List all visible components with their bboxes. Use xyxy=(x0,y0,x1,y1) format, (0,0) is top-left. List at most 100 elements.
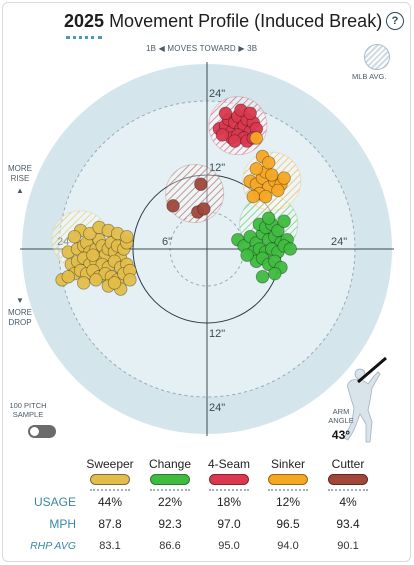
rhp-avg-sweeper: 83.1 xyxy=(99,540,121,552)
pitch-point-sweeper xyxy=(120,229,134,244)
rhp-avg-cutter: 90.1 xyxy=(337,540,359,552)
pitch-point-sinker xyxy=(246,189,260,204)
pitch-point-sweeper xyxy=(123,273,137,287)
direction-label: 1B ◀ MOVES TOWARD ▶ 3B xyxy=(146,44,257,53)
pitch-point-change xyxy=(255,270,270,284)
pitch-point-sinker xyxy=(277,171,291,185)
sweeper-swatch xyxy=(90,474,130,485)
usage-sweeper: 44% xyxy=(97,495,123,509)
pitch-point-cutter xyxy=(197,202,211,216)
pitch-point-change xyxy=(283,242,297,256)
tick-label-bottom-24: 24" xyxy=(209,402,225,414)
usage-sinker: 12% xyxy=(275,495,301,509)
sample-line1: 100 PITCH xyxy=(9,401,47,410)
title-underline xyxy=(66,36,102,39)
more-drop-label: ▼ MORE DROP xyxy=(8,296,32,328)
pitch-point-sinker xyxy=(271,183,285,198)
pitch-point-sinker xyxy=(265,168,279,182)
row-label-usage: USAGE xyxy=(33,495,76,509)
row-label-mph: MPH xyxy=(49,517,76,531)
pitch-header-sinker: Sinker xyxy=(270,457,305,471)
mph-sinker: 96.5 xyxy=(276,517,300,531)
usage-4seam: 18% xyxy=(216,495,242,509)
title-text: Movement Profile (Induced Break) xyxy=(109,11,383,31)
cutter-swatch xyxy=(328,474,368,485)
arm-angle-line1: ARM xyxy=(332,407,350,416)
arm-angle-label: ARM ANGLE xyxy=(326,407,356,425)
more-rise-line2: RISE xyxy=(10,174,30,183)
pitch-point-sweeper xyxy=(61,270,75,284)
direction-right: 3B xyxy=(247,44,258,53)
pitch-point-sweeper xyxy=(89,273,103,287)
tick-label-top-12: 12" xyxy=(209,162,225,174)
tick-label-bottom-12: 12" xyxy=(209,328,225,340)
pitch-point-sinker xyxy=(249,131,264,145)
pitch-point-cutter xyxy=(194,177,208,191)
arrow-down-icon: ▼ xyxy=(16,296,24,305)
title-year: 2025 xyxy=(64,11,105,31)
cutter-underline xyxy=(328,489,368,491)
pitch-point-sinker xyxy=(249,162,264,176)
help-icon[interactable]: ? xyxy=(386,12,404,30)
pitch-point-sweeper xyxy=(86,248,100,262)
change-underline xyxy=(150,489,190,491)
pitch-point-change xyxy=(240,248,254,262)
usage-change: 22% xyxy=(157,495,183,509)
mph-4seam: 97.0 xyxy=(217,517,241,531)
arrow-right-icon: ▶ xyxy=(238,44,245,53)
tick-label-left-6: 6" xyxy=(162,236,172,248)
arm-angle-line2: ANGLE xyxy=(328,416,354,425)
mph-sweeper: 87.8 xyxy=(98,517,122,531)
tick-label-top-24: 24" xyxy=(209,88,225,100)
more-drop-line2: DROP xyxy=(8,318,32,327)
pitch-header-change: Change xyxy=(148,457,192,471)
pitch-header-4seam: 4-Seam xyxy=(207,457,251,471)
fourseam-swatch xyxy=(209,474,249,485)
mph-cutter: 93.4 xyxy=(336,517,360,531)
direction-middle: MOVES TOWARD xyxy=(167,44,236,53)
pitch-point-sweeper xyxy=(76,276,91,290)
sweeper-underline xyxy=(90,489,130,491)
pitch-point-cutter xyxy=(166,199,180,213)
pitch-header-cutter: Cutter xyxy=(331,457,365,471)
arrow-left-icon: ◀ xyxy=(158,44,165,53)
rhp-avg-sinker: 94.0 xyxy=(277,540,299,552)
mlb-avg-label: MLB AVG. xyxy=(352,72,387,81)
pitch-point-4-seam xyxy=(228,134,242,148)
tick-label-right-24: 24" xyxy=(331,236,347,248)
rhp-avg-change: 86.6 xyxy=(159,540,181,552)
pitch-point-sinker xyxy=(261,155,276,170)
change-swatch xyxy=(150,474,190,485)
sample-line2: SAMPLE xyxy=(12,410,44,419)
pitch-point-change xyxy=(277,214,291,228)
row-label-rhp-avg: RHP AVG xyxy=(30,540,76,552)
arrow-up-icon: ▲ xyxy=(16,186,24,195)
pitch-point-sinker xyxy=(258,189,273,204)
pitch-point-change xyxy=(261,211,276,225)
sinker-swatch xyxy=(268,474,308,485)
more-rise-line1: MORE xyxy=(8,164,32,173)
fourseam-underline xyxy=(209,489,249,491)
pitch-point-sweeper xyxy=(83,226,97,241)
pitch-point-sweeper xyxy=(107,276,122,290)
direction-left: 1B xyxy=(146,44,157,53)
mph-change: 92.3 xyxy=(158,517,182,531)
pitch-point-change xyxy=(268,266,282,281)
sample-label: 100 PITCH SAMPLE xyxy=(6,401,50,419)
sinker-underline xyxy=(268,489,308,491)
pitch-point-4-seam xyxy=(218,106,233,121)
sample-toggle[interactable] xyxy=(28,425,56,438)
toggle-knob xyxy=(30,427,39,436)
pitch-header-sweeper: Sweeper xyxy=(86,457,134,471)
more-drop-line1: MORE xyxy=(8,308,32,317)
arm-angle-value: 43° xyxy=(331,428,351,442)
rhp-avg-4seam: 95.0 xyxy=(218,540,240,552)
page-title: 2025 Movement Profile (Induced Break) xyxy=(64,11,382,32)
pitch-point-sweeper xyxy=(67,229,82,244)
pitch-point-4-seam xyxy=(243,106,257,121)
pitcher-silhouette-icon xyxy=(343,356,387,443)
pitch-point-4-seam xyxy=(215,128,230,142)
more-rise-label: MORE RISE ▲ xyxy=(8,164,32,196)
pitch-point-change xyxy=(271,223,285,238)
